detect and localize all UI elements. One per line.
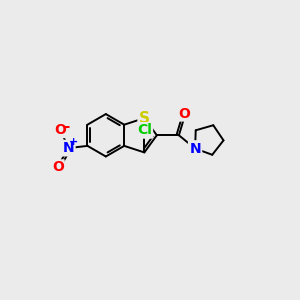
Text: -: -: [63, 118, 70, 134]
Text: S: S: [139, 111, 150, 126]
Text: +: +: [69, 137, 78, 147]
Text: Cl: Cl: [137, 123, 152, 137]
Text: O: O: [52, 160, 64, 174]
Text: N: N: [189, 142, 201, 155]
Text: N: N: [63, 141, 74, 155]
Text: O: O: [178, 107, 190, 121]
Text: O: O: [54, 124, 66, 137]
